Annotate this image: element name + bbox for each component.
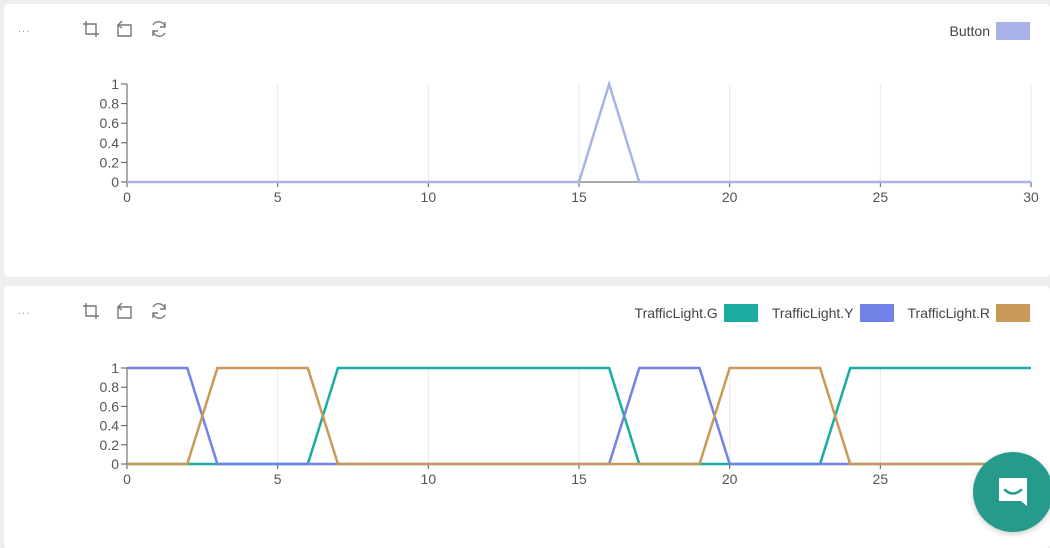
- y-tick-label: 0: [111, 456, 119, 472]
- legend-item-trafficlight-g[interactable]: TrafficLight.G: [635, 304, 758, 322]
- refresh-icon[interactable]: [148, 300, 170, 322]
- y-tick-label: 0.2: [100, 437, 120, 453]
- refresh-icon[interactable]: [148, 18, 170, 40]
- x-tick-label: 10: [421, 189, 437, 205]
- x-tick-label: 20: [722, 471, 738, 487]
- chart-panel-button: ... Button 0 5 10 15 20 25 30 0 0.2 0.4 0.6 0.8 1: [4, 4, 1050, 277]
- legend-swatch: [859, 304, 894, 322]
- x-tick-label: 25: [873, 471, 889, 487]
- chart-toolbar: ...: [18, 18, 182, 40]
- x-tick-label: 0: [123, 189, 131, 205]
- series-line-trafficlight-r: [127, 366, 1031, 466]
- more-options-icon[interactable]: ...: [18, 305, 31, 317]
- y-tick-label: 0.6: [100, 115, 120, 131]
- series-line-trafficlight-y: [127, 366, 1031, 466]
- y-tick-label: 0.6: [100, 398, 120, 414]
- crop-icon[interactable]: [80, 300, 102, 322]
- y-tick-label: 0.2: [100, 154, 120, 170]
- y-tick-label: 0.8: [100, 96, 120, 112]
- legend-label: TrafficLight.R: [907, 305, 990, 321]
- undo-icon[interactable]: [114, 18, 136, 40]
- legend-swatch: [996, 304, 1030, 322]
- x-tick-label: 5: [274, 189, 282, 205]
- y-tick-label: 0.8: [100, 379, 120, 395]
- legend-swatch: [723, 304, 758, 322]
- series-line-button: [127, 79, 1031, 184]
- legend-label: TrafficLight.Y: [771, 305, 854, 321]
- x-tick-label: 15: [571, 189, 587, 205]
- chart-legend: TrafficLight.G TrafficLight.Y TrafficLig…: [621, 304, 1030, 322]
- line-chart-button: 0 5 10 15 20 25 30 0 0.2 0.4 0.6 0.8 1: [100, 76, 1039, 205]
- y-tick-label: 1: [111, 76, 119, 92]
- legend-label: TrafficLight.G: [634, 305, 718, 321]
- x-tick-label: 5: [274, 471, 282, 487]
- y-tick-label: 0: [111, 174, 119, 190]
- x-tick-label: 20: [722, 189, 738, 205]
- chart-toolbar: ...: [18, 300, 182, 322]
- chat-launcher-button[interactable]: [973, 452, 1050, 532]
- y-tick-label: 0.4: [100, 418, 120, 434]
- more-options-icon[interactable]: ...: [18, 23, 31, 35]
- x-tick-label: 15: [571, 471, 587, 487]
- legend-item-trafficlight-r[interactable]: TrafficLight.R: [908, 304, 1030, 322]
- x-tick-label: 25: [873, 189, 889, 205]
- chart-panel-traffic-light: ... TrafficLight.G TrafficLight.Y Traffi…: [4, 286, 1050, 548]
- y-tick-label: 1: [111, 360, 119, 376]
- line-chart-traffic-light: 0 5 10 15 20 25 0 0.2 0.4 0.6 0.8 1: [100, 360, 1031, 487]
- x-tick-label: 30: [1023, 189, 1039, 205]
- y-tick-label: 0.4: [100, 135, 120, 151]
- x-tick-label: 0: [123, 471, 131, 487]
- legend-item-button[interactable]: Button: [950, 22, 1030, 40]
- legend-label: Button: [949, 23, 990, 39]
- chart-legend: Button: [936, 22, 1030, 40]
- x-tick-label: 10: [421, 471, 437, 487]
- undo-icon[interactable]: [114, 300, 136, 322]
- chat-icon: [999, 478, 1027, 506]
- legend-item-trafficlight-y[interactable]: TrafficLight.Y: [772, 304, 894, 322]
- legend-swatch: [996, 22, 1030, 40]
- crop-icon[interactable]: [80, 18, 102, 40]
